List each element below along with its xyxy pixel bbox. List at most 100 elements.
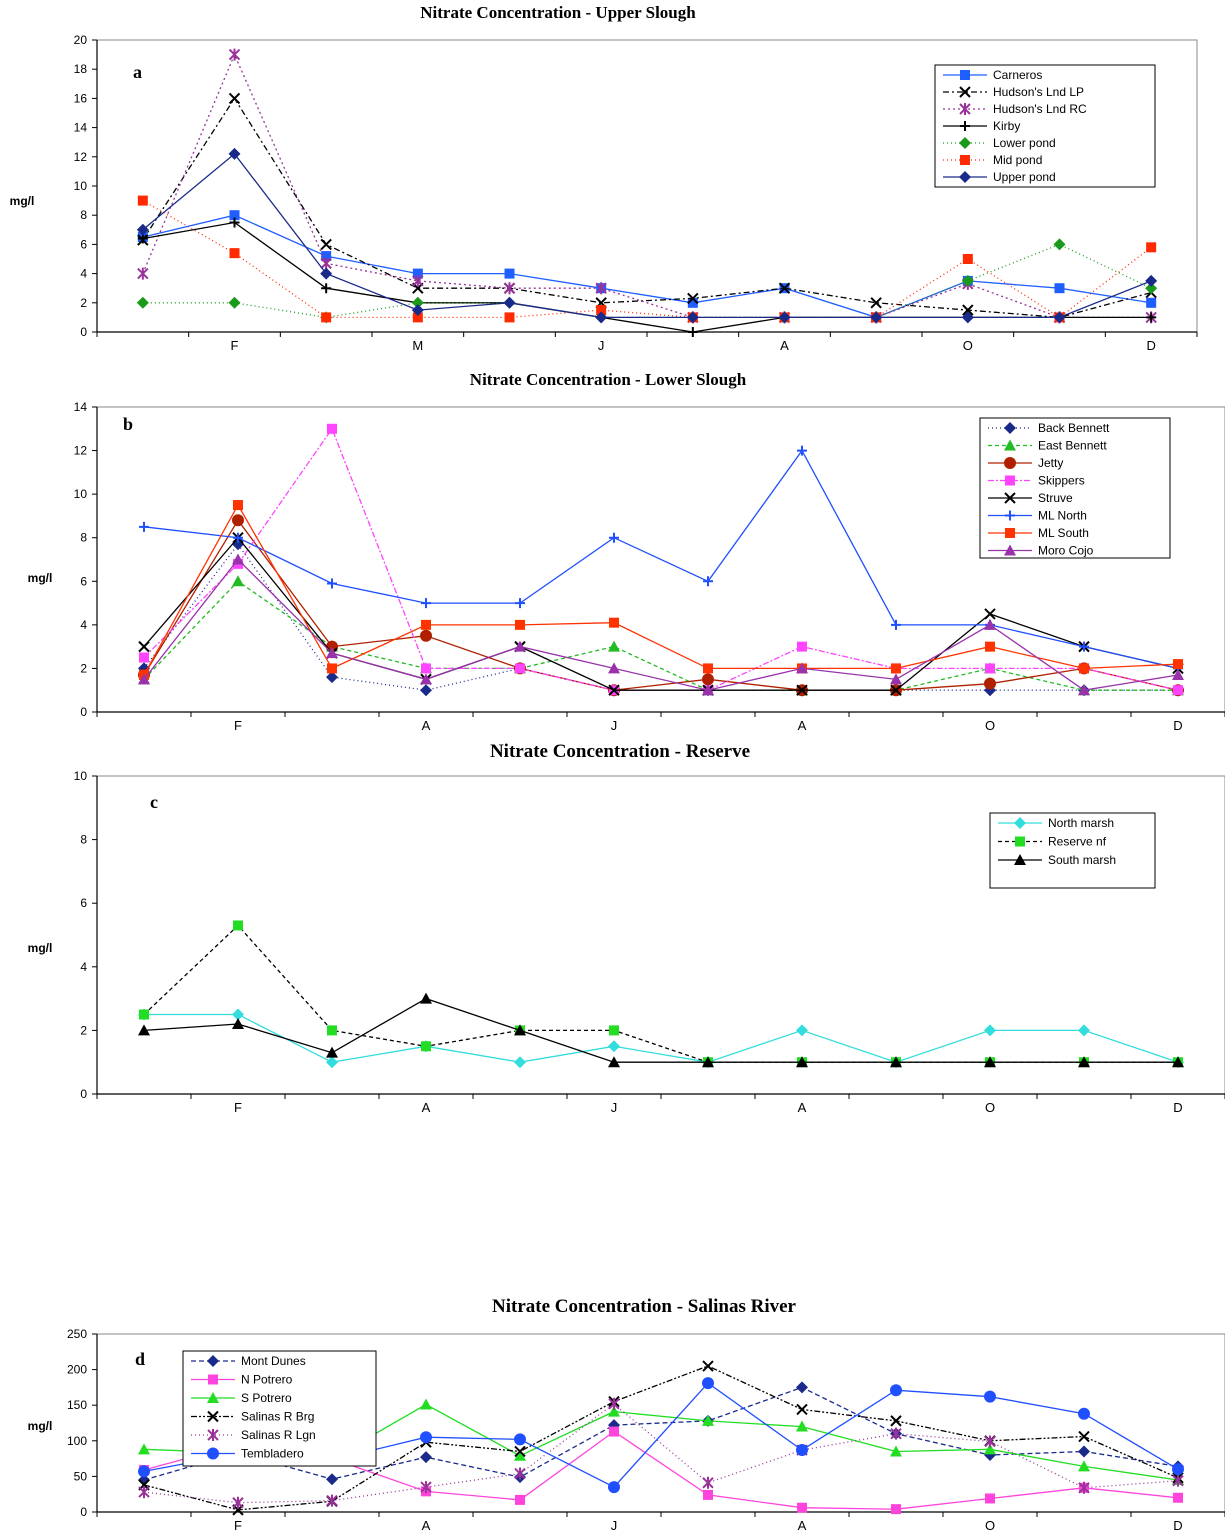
x-tick-label: J bbox=[611, 1518, 618, 1533]
data-point bbox=[413, 275, 423, 287]
series-line bbox=[144, 1015, 1178, 1063]
data-point bbox=[326, 1056, 338, 1068]
data-point bbox=[421, 663, 431, 673]
y-tick-label: 50 bbox=[74, 1469, 88, 1483]
chart-panel-a: Nitrate Concentration - Upper Slough0246… bbox=[10, 3, 1197, 353]
data-point bbox=[1173, 659, 1183, 669]
x-tick-label: M bbox=[412, 338, 423, 353]
y-tick-label: 6 bbox=[80, 574, 87, 588]
y-axis-label: mg/l bbox=[28, 571, 53, 585]
data-point bbox=[505, 312, 515, 322]
data-point bbox=[797, 642, 807, 652]
legend-label: ML South bbox=[1038, 526, 1089, 540]
data-point bbox=[608, 1481, 620, 1493]
data-point bbox=[230, 248, 240, 258]
y-tick-label: 6 bbox=[80, 237, 87, 251]
data-point bbox=[1173, 1493, 1183, 1503]
chart-title: Nitrate Concentration - Lower Slough bbox=[470, 370, 747, 389]
data-point bbox=[421, 1041, 431, 1051]
data-point bbox=[233, 1497, 243, 1509]
y-tick-label: 0 bbox=[80, 1505, 87, 1519]
series-north-marsh bbox=[138, 1009, 1184, 1069]
y-axis-label: mg/l bbox=[10, 194, 35, 208]
series-line bbox=[143, 215, 1151, 317]
data-point bbox=[1078, 1024, 1090, 1036]
data-point bbox=[420, 630, 432, 642]
y-axis-label: mg/l bbox=[28, 941, 53, 955]
data-point bbox=[321, 257, 331, 269]
data-point bbox=[326, 1473, 338, 1485]
data-point bbox=[514, 1433, 526, 1445]
legend-label: Moro Cojo bbox=[1038, 544, 1094, 558]
data-point bbox=[609, 1025, 619, 1035]
data-point bbox=[138, 268, 148, 280]
data-point bbox=[420, 1398, 432, 1409]
y-tick-label: 2 bbox=[80, 661, 87, 675]
legend-label: Lower pond bbox=[993, 136, 1056, 150]
x-tick-label: A bbox=[422, 1518, 431, 1533]
data-point bbox=[420, 993, 432, 1004]
data-point bbox=[1145, 275, 1157, 287]
data-point bbox=[326, 1047, 338, 1058]
x-tick-label: A bbox=[780, 338, 789, 353]
data-point bbox=[703, 1477, 713, 1489]
y-tick-label: 0 bbox=[80, 705, 87, 719]
data-point bbox=[230, 93, 240, 103]
data-point bbox=[1055, 283, 1065, 293]
data-point bbox=[703, 663, 713, 673]
legend-marker bbox=[207, 1448, 219, 1460]
x-tick-label: F bbox=[234, 1518, 242, 1533]
series-line bbox=[143, 223, 1151, 333]
x-tick-label: A bbox=[422, 1100, 431, 1115]
data-point bbox=[797, 1404, 807, 1414]
panel-letter: b bbox=[123, 414, 133, 434]
data-point bbox=[421, 620, 431, 630]
data-point bbox=[608, 641, 620, 652]
data-point bbox=[515, 663, 525, 673]
data-point bbox=[515, 620, 525, 630]
legend-label: Tembladero bbox=[241, 1447, 304, 1461]
data-point bbox=[703, 1361, 713, 1371]
data-point bbox=[137, 297, 149, 309]
data-point bbox=[327, 578, 337, 588]
y-tick-label: 0 bbox=[80, 325, 87, 339]
x-tick-label: D bbox=[1173, 1518, 1182, 1533]
legend-label: S Potrero bbox=[241, 1391, 292, 1405]
series-line bbox=[144, 581, 1178, 690]
legend-label: Mid pond bbox=[993, 153, 1042, 167]
y-tick-label: 2 bbox=[80, 296, 87, 310]
data-point bbox=[1172, 1463, 1184, 1475]
series-line bbox=[144, 926, 1178, 1063]
legend-label: Hudson's Lnd RC bbox=[993, 102, 1087, 116]
chart-panel-b: Nitrate Concentration - Lower Slough0246… bbox=[28, 370, 1225, 733]
data-point bbox=[515, 1468, 525, 1480]
panel-letter: c bbox=[150, 792, 158, 812]
data-point bbox=[1078, 1408, 1090, 1420]
data-point bbox=[1146, 298, 1156, 308]
y-tick-label: 2 bbox=[80, 1023, 87, 1037]
data-point bbox=[985, 1493, 995, 1503]
legend-label: Reserve nf bbox=[1048, 835, 1107, 849]
y-tick-label: 14 bbox=[74, 400, 88, 414]
data-point bbox=[984, 1391, 996, 1403]
legend: Carneros Hudson's Lnd LP Hudson's Lnd RC Ki… bbox=[935, 65, 1155, 187]
data-point bbox=[139, 642, 149, 652]
y-tick-label: 12 bbox=[74, 150, 88, 164]
data-point bbox=[796, 1024, 808, 1036]
data-point bbox=[327, 424, 337, 434]
legend-label: Struve bbox=[1038, 491, 1073, 505]
data-point bbox=[232, 575, 244, 586]
data-point bbox=[138, 1465, 150, 1477]
legend: Mont Dunes N Potrero S Potrero Salinas R Br… bbox=[183, 1351, 376, 1466]
data-point bbox=[515, 598, 525, 608]
data-point bbox=[890, 1384, 902, 1396]
x-tick-label: O bbox=[985, 718, 995, 733]
legend-label: East Bennett bbox=[1038, 439, 1107, 453]
data-point bbox=[688, 327, 698, 337]
y-tick-label: 250 bbox=[67, 1327, 87, 1341]
chart-title: Nitrate Concentration - Salinas River bbox=[492, 1296, 797, 1317]
legend: Back BennettEast BennettJettySkippersStr… bbox=[980, 418, 1170, 558]
data-point bbox=[1146, 242, 1156, 252]
data-point bbox=[421, 598, 431, 608]
